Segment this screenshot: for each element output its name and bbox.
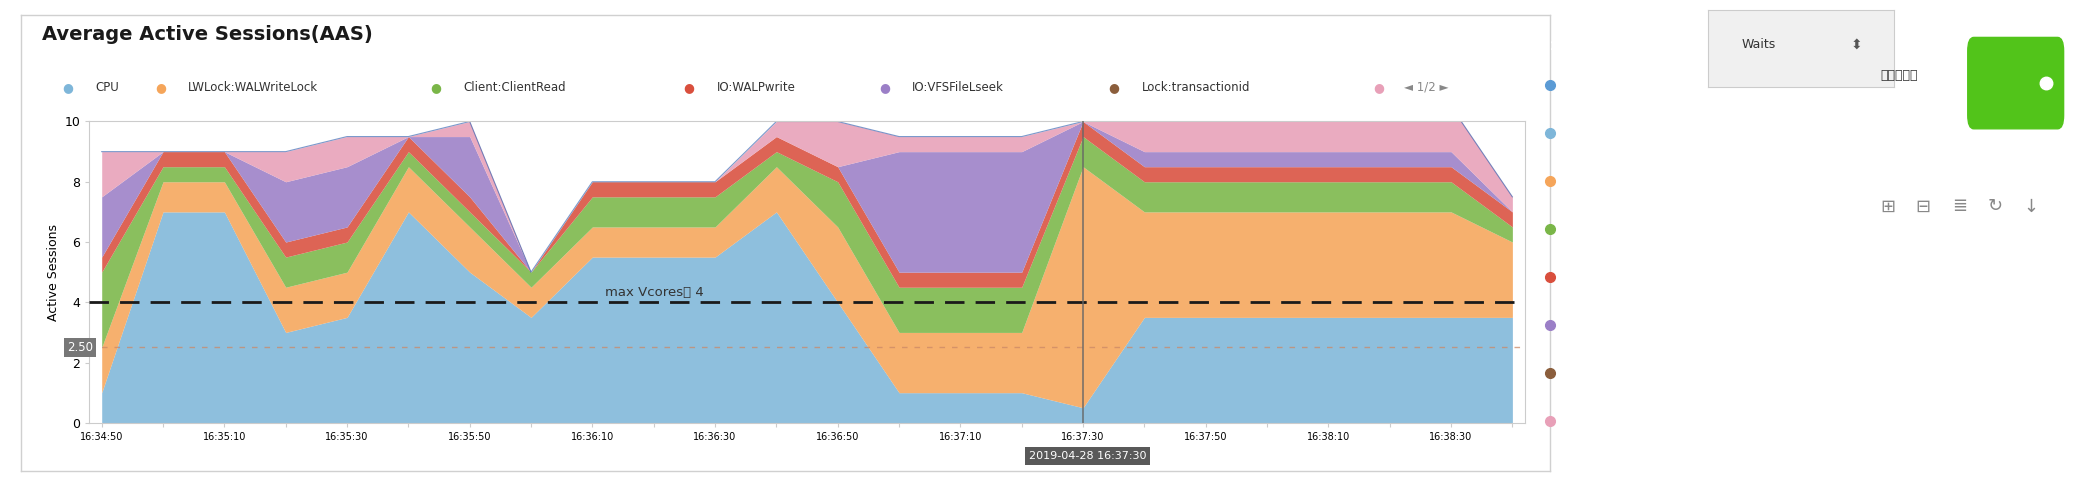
Text: IO:WALPwrite: 1: IO:WALPwrite: 1 bbox=[1581, 271, 1674, 284]
Text: ●: ● bbox=[1373, 81, 1383, 94]
Text: Client:ClientRead: 1: Client:ClientRead: 1 bbox=[1581, 223, 1697, 236]
Text: ●: ● bbox=[156, 81, 166, 94]
FancyBboxPatch shape bbox=[1968, 37, 2063, 129]
Text: Average Active Sessions(AAS): Average Active Sessions(AAS) bbox=[42, 25, 372, 44]
Text: IO:WALPwrite: IO:WALPwrite bbox=[716, 81, 795, 94]
Text: IO:VFSFileLseek: IO:VFSFileLseek bbox=[913, 81, 1005, 94]
Text: max Vcores： 4: max Vcores： 4 bbox=[605, 286, 703, 299]
Text: LWLock:WALWriteLock: LWLock:WALWriteLock bbox=[189, 81, 318, 94]
Text: LWLock:buffer_content: 0: LWLock:buffer_content: 0 bbox=[1581, 415, 1728, 428]
Text: ↓: ↓ bbox=[2024, 197, 2038, 215]
Text: IO:VFSFileLseek: 0: IO:VFSFileLseek: 0 bbox=[1581, 319, 1687, 332]
Text: 2.50: 2.50 bbox=[67, 341, 94, 354]
Y-axis label: Active Sessions: Active Sessions bbox=[48, 224, 60, 321]
Text: ⊞: ⊞ bbox=[1880, 197, 1895, 215]
Text: ●: ● bbox=[682, 81, 695, 94]
Text: ⊟: ⊟ bbox=[1916, 197, 1930, 215]
Text: ◄ 1/2 ►: ◄ 1/2 ► bbox=[1404, 81, 1448, 94]
Text: Total: 10: Total: 10 bbox=[1581, 79, 1631, 92]
Text: Lock:transactionid: 0: Lock:transactionid: 0 bbox=[1581, 367, 1704, 380]
Text: ⬍: ⬍ bbox=[1851, 38, 1862, 52]
Text: CPU: 0: CPU: 0 bbox=[1581, 127, 1618, 140]
Text: ↻: ↻ bbox=[1988, 197, 2003, 215]
Text: 2019-04-28 16:37:30: 2019-04-28 16:37:30 bbox=[1030, 451, 1146, 461]
Text: ●: ● bbox=[1109, 81, 1119, 94]
Text: ●: ● bbox=[62, 81, 73, 94]
Text: 2019-04-28 16:37:30: 2019-04-28 16:37:30 bbox=[1550, 40, 1697, 52]
Text: Client:ClientRead: Client:ClientRead bbox=[464, 81, 566, 94]
Text: ●: ● bbox=[431, 81, 441, 94]
Text: Waits: Waits bbox=[1741, 38, 1776, 51]
Text: ●: ● bbox=[878, 81, 890, 94]
Text: 自动刷新：: 自动刷新： bbox=[1880, 69, 1918, 83]
Text: LWLock:WALWriteLock: 8: LWLock:WALWriteLock: 8 bbox=[1581, 175, 1726, 188]
Text: CPU: CPU bbox=[96, 81, 119, 94]
Text: Lock:transactionid: Lock:transactionid bbox=[1142, 81, 1250, 94]
Text: ≣: ≣ bbox=[1951, 197, 1968, 215]
